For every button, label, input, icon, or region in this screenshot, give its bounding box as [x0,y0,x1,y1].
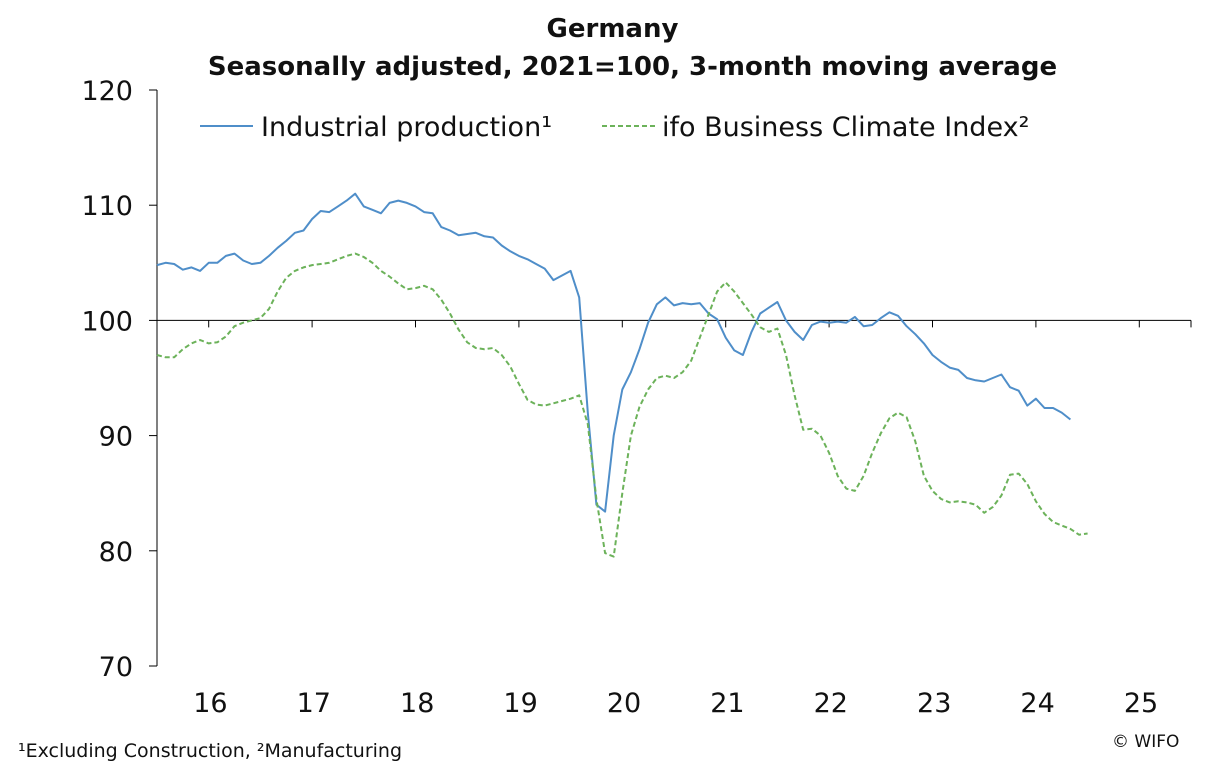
x-tick-label: 22 [814,688,848,719]
x-tick-label: 18 [400,688,434,719]
chart-title: Germany [546,14,679,44]
series-layer [156,192,1088,558]
x-tick-label: 19 [503,688,537,719]
y-tick-label: 90 [99,422,133,453]
x-tick-label: 25 [1124,688,1158,719]
y-tick-label: 70 [99,652,133,683]
footnote: ¹Excluding Construction, ²Manufacturing [18,740,403,762]
x-tick-label: 24 [1020,688,1054,719]
x-tick-label: 23 [917,688,951,719]
x-tick-label: 17 [297,688,331,719]
copyright: © WIFO [1112,732,1180,752]
x-tick-label: 20 [607,688,641,719]
axes: 70 80 90 100 110 120 16 17 18 19 20 21 22 23 24 25 [81,76,1192,719]
series-line-ifo-business-climate [156,252,1088,558]
y-tick-label: 110 [81,191,133,222]
x-tick-label: 21 [710,688,744,719]
y-tick-label: 100 [81,306,133,337]
y-tick-label: 120 [81,76,133,107]
legend-label-ifo-business-climate: ifo Business Climate Index² [662,112,1029,143]
series-line-industrial-production [156,192,1072,513]
y-tick-label: 80 [99,537,133,568]
x-tick-label: 16 [193,688,227,719]
chart-subtitle: Seasonally adjusted, 2021=100, 3-month m… [207,52,1058,82]
legend-label-industrial-production: Industrial production¹ [261,112,552,143]
legend: Industrial production¹ ifo Business Clim… [200,112,1029,143]
